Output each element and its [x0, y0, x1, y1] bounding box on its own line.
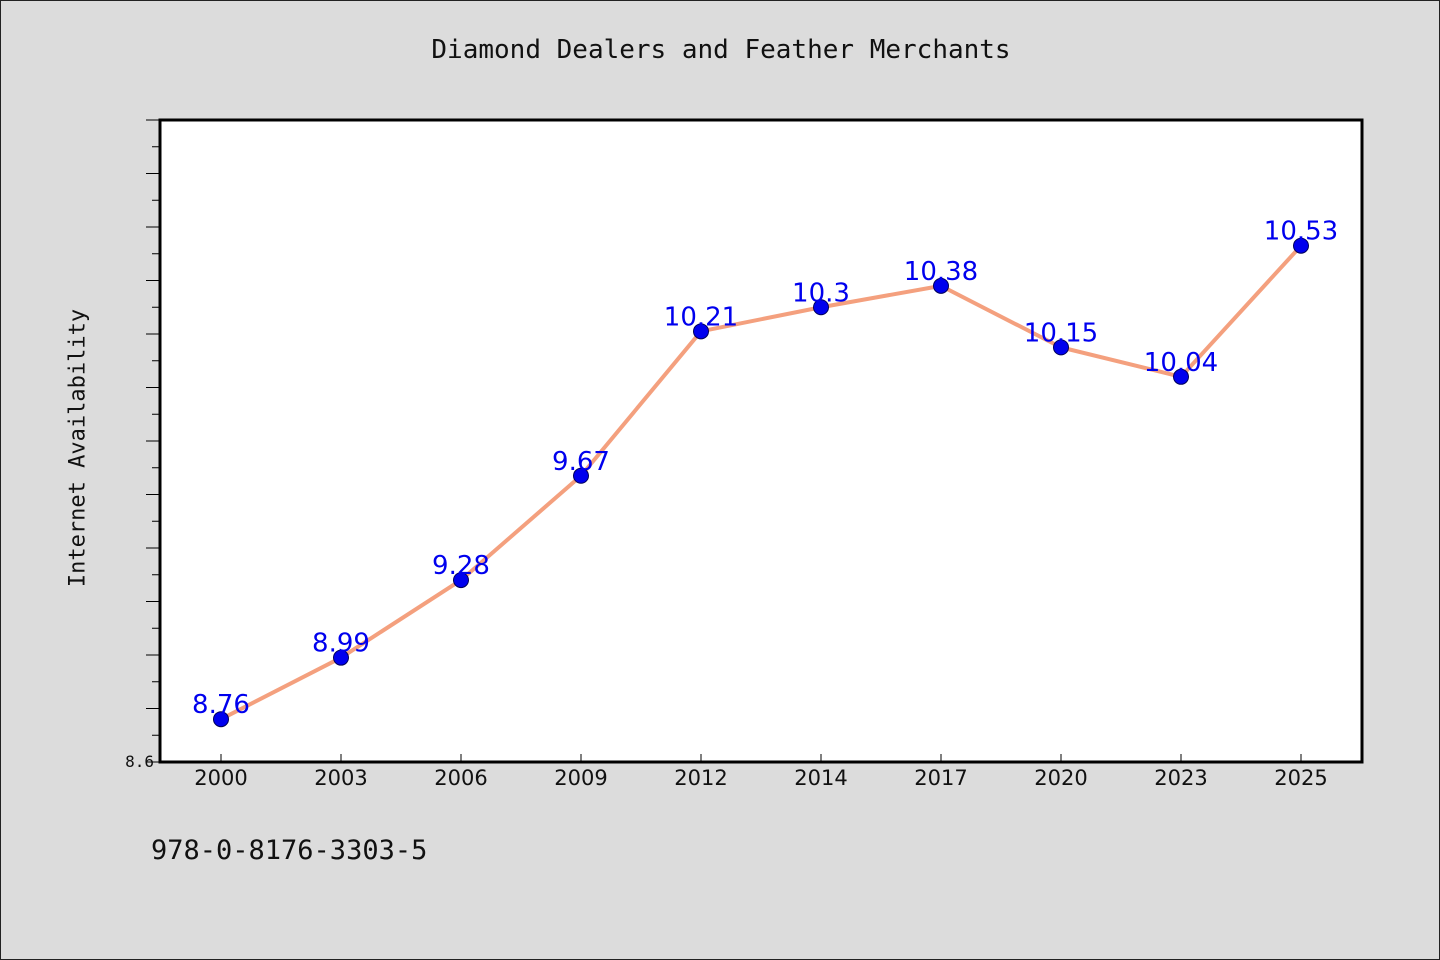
data-label: 8.99: [312, 629, 370, 659]
data-label: 8.76: [192, 690, 250, 720]
data-label: 9.28: [432, 551, 490, 581]
x-tick-label: 2017: [914, 766, 967, 790]
x-tick-label: 2009: [554, 766, 607, 790]
footnote-isbn: 978-0-8176-3303-5: [151, 835, 428, 866]
data-point: [1173, 368, 1189, 385]
x-tick-label: 2012: [674, 766, 727, 790]
chart-title: Diamond Dealers and Feather Merchants: [431, 35, 1011, 65]
plot-area: [158, 118, 1364, 764]
data-label: 10.21: [664, 302, 738, 332]
data-point: [213, 711, 229, 728]
x-tick-label: 2023: [1154, 766, 1207, 790]
data-label: 10.04: [1144, 348, 1218, 378]
data-label: 10.38: [904, 257, 978, 287]
data-point: [333, 649, 349, 666]
data-label: 9.67: [552, 447, 610, 477]
data-point: [933, 277, 949, 294]
y-tick-label: 8.6: [125, 752, 154, 771]
series-layer: 8.76 8.99 9.28 9.67 10.21 10.3 10.38 10.15 10.04…: [192, 217, 1338, 728]
x-tick-label: 2020: [1034, 766, 1087, 790]
x-tick-label: 2025: [1274, 766, 1327, 790]
x-tick-label: 2003: [314, 766, 367, 790]
x-ticks: 2000 2003 2006 2009 2012 2014 2017 2020 2023 2025: [194, 754, 1328, 790]
data-label: 10.15: [1024, 318, 1098, 348]
x-tick-label: 2000: [194, 766, 247, 790]
data-point: [693, 323, 709, 340]
data-point: [573, 467, 589, 484]
series-line: [219, 243, 1303, 722]
data-point: [1053, 339, 1069, 356]
data-point: [813, 299, 829, 316]
y-ticks: 8.6: [125, 119, 160, 771]
data-label: 10.3: [792, 278, 850, 308]
x-tick-label: 2006: [434, 766, 487, 790]
data-point: [453, 572, 469, 589]
data-point: [1293, 237, 1309, 254]
x-tick-label: 2014: [794, 766, 847, 790]
data-label: 10.53: [1264, 217, 1338, 247]
